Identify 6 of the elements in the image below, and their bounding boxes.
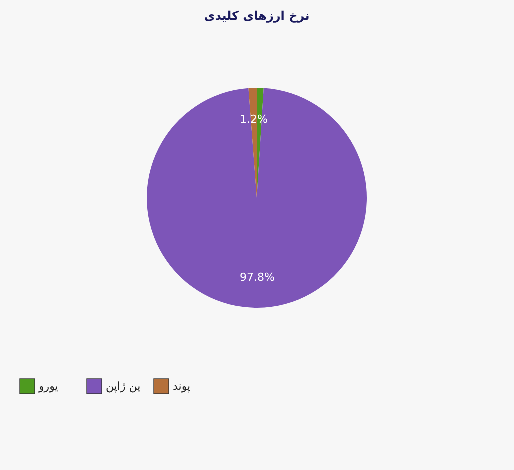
legend-label: ین ژاپن	[106, 380, 141, 393]
legend-label: پوند	[173, 380, 191, 393]
data-label: 97.8%	[240, 271, 275, 284]
pie-slice	[147, 88, 367, 308]
legend-label: یورو	[38, 380, 58, 393]
chart-title: نرخ ارزهای کلیدی	[204, 9, 310, 23]
